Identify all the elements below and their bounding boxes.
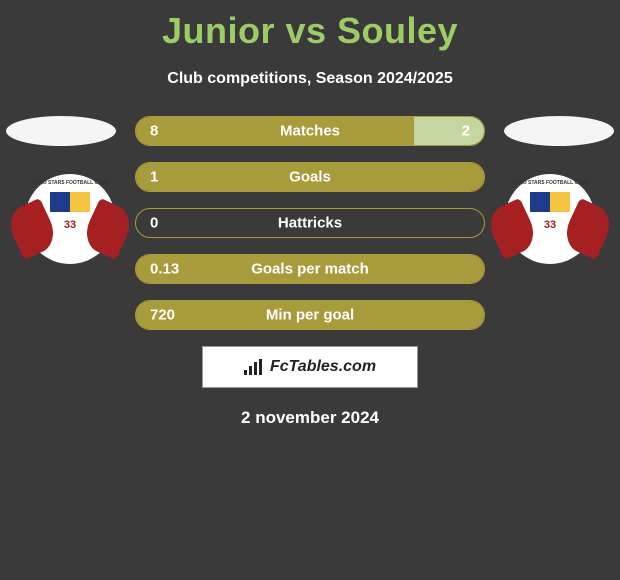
- brand-text: FcTables.com: [270, 358, 376, 376]
- shield-bottom: 33: [530, 212, 570, 238]
- right-ellipse: [504, 116, 614, 146]
- mid-section: REMO STARS FOOTBALL CLUB 33: [0, 116, 620, 428]
- left-ellipse: [6, 116, 116, 146]
- date-label: 2 november 2024: [0, 408, 620, 428]
- comparison-card: Junior vs Souley Club competitions, Seas…: [0, 0, 620, 580]
- stat-value-left: 0: [150, 215, 158, 232]
- stat-row: 720 Min per goal: [135, 300, 485, 330]
- shield-top: [530, 192, 570, 212]
- shield-number: 33: [64, 219, 76, 231]
- brand-bars-icon: [244, 359, 264, 375]
- page-title: Junior vs Souley: [0, 0, 620, 52]
- stat-label: Hattricks: [278, 215, 342, 232]
- stat-row: 0.13 Goals per match: [135, 254, 485, 284]
- badge-circle: REMO STARS FOOTBALL CLUB 33: [505, 174, 595, 264]
- stat-value-left: 0.13: [150, 261, 179, 278]
- stat-value-left: 1: [150, 169, 158, 186]
- stat-label: Goals: [289, 169, 331, 186]
- stat-row: 0 Hattricks: [135, 208, 485, 238]
- bar-fill-left: [136, 117, 414, 145]
- stats-bars: 8 2 Matches 1 Goals 0 Hattricks 0.13 Goals per m…: [135, 116, 485, 330]
- brand-box: FcTables.com: [202, 346, 418, 388]
- shield-quad-tl: [50, 192, 70, 212]
- right-club-badge: REMO STARS FOOTBALL CLUB 33: [500, 174, 600, 266]
- badge-shield: 33: [530, 192, 570, 240]
- stat-value-right: 2: [462, 123, 470, 140]
- badge-top-text: REMO STARS FOOTBALL CLUB: [512, 180, 589, 186]
- left-club-badge: REMO STARS FOOTBALL CLUB 33: [20, 174, 120, 266]
- stat-value-left: 720: [150, 307, 175, 324]
- subtitle: Club competitions, Season 2024/2025: [0, 70, 620, 88]
- shield-number: 33: [544, 219, 556, 231]
- shield-quad-tl: [530, 192, 550, 212]
- shield-quad-tr: [70, 192, 90, 212]
- shield-bottom: 33: [50, 212, 90, 238]
- stat-row: 1 Goals: [135, 162, 485, 192]
- stat-row: 8 2 Matches: [135, 116, 485, 146]
- bar-fill-right: [414, 117, 484, 145]
- stat-label: Goals per match: [251, 261, 369, 278]
- shield-top: [50, 192, 90, 212]
- badge-circle: REMO STARS FOOTBALL CLUB 33: [25, 174, 115, 264]
- stat-label: Matches: [280, 123, 340, 140]
- badge-shield: 33: [50, 192, 90, 240]
- badge-top-text: REMO STARS FOOTBALL CLUB: [32, 180, 109, 186]
- shield-quad-tr: [550, 192, 570, 212]
- stat-label: Min per goal: [266, 307, 354, 324]
- stat-value-left: 8: [150, 123, 158, 140]
